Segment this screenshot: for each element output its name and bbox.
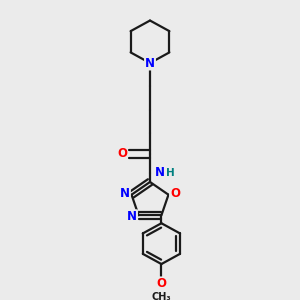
Text: N: N: [120, 187, 130, 200]
Text: O: O: [156, 278, 167, 290]
Text: CH₃: CH₃: [152, 292, 171, 300]
Text: N: N: [154, 167, 165, 179]
Text: H: H: [166, 168, 175, 178]
Text: O: O: [117, 147, 127, 160]
Text: N: N: [127, 210, 137, 223]
Text: N: N: [145, 56, 155, 70]
Text: O: O: [170, 187, 180, 200]
